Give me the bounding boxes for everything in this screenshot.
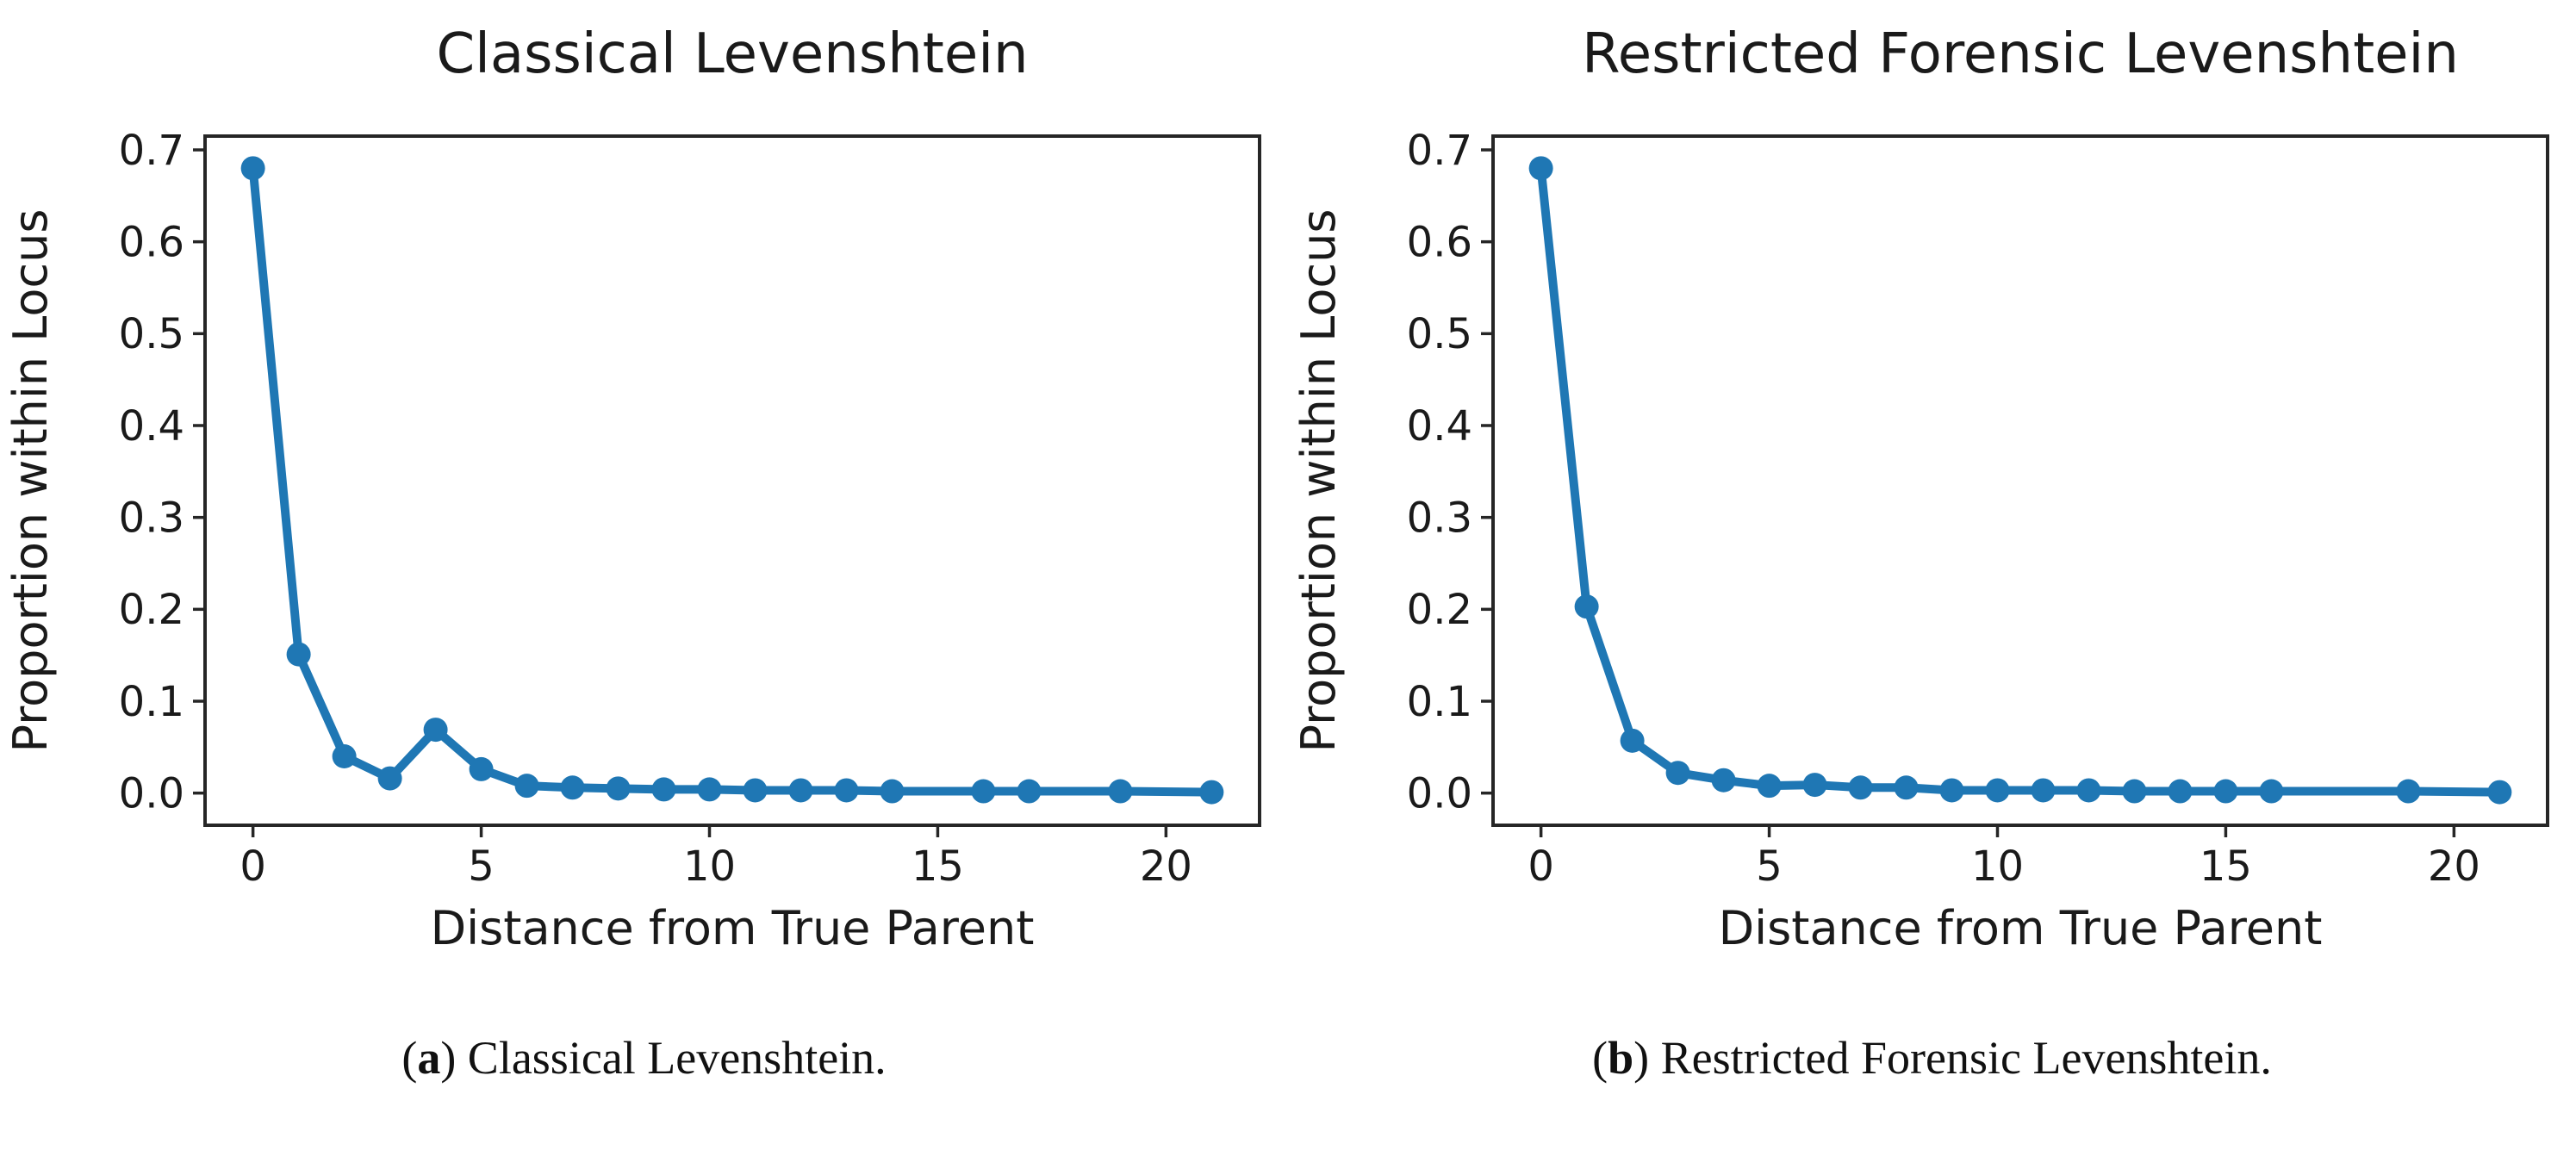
caption-a-text: Classical Levenshtein.: [467, 1032, 887, 1084]
chart-restricted-plot: Restricted Forensic Levenshtein 0.0 0.1 0.2…: [1291, 22, 2549, 955]
restricted-forensic-levenshtein-title: Restricted Forensic Levenshtein: [1582, 22, 2459, 86]
restricted-forensic-levenshtein-ytick-label: 0.2: [1407, 586, 1472, 634]
restricted-forensic-levenshtein-marker: [1985, 778, 2010, 803]
restricted-forensic-levenshtein-marker: [1528, 156, 1553, 181]
classical-levenshtein-xtick-label: 10: [683, 842, 736, 891]
caption-b-text: Restricted Forensic Levenshtein.: [1660, 1032, 2272, 1084]
classical-levenshtein-marker: [651, 777, 676, 802]
restricted-forensic-levenshtein-marker: [2122, 779, 2147, 804]
restricted-forensic-levenshtein-ytick-label: 0.5: [1407, 310, 1472, 358]
restricted-forensic-levenshtein-xtick-label: 0: [1528, 842, 1554, 891]
restricted-forensic-levenshtein-marker: [1665, 761, 1690, 786]
restricted-forensic-levenshtein-marker: [2396, 779, 2421, 804]
chart-classical-levenshtein: Classical Levenshtein 0.0 0.1 0.2 0.3 0.4 0.5 0…: [3, 22, 1261, 955]
caption-b-close: ): [1633, 1032, 1661, 1084]
restricted-forensic-levenshtein-marker: [2213, 779, 2238, 804]
caption-a-open: (: [401, 1032, 418, 1084]
classical-levenshtein-ytick-label: 0.4: [119, 402, 184, 451]
chart-restricted-forensic-levenshtein: Restricted Forensic Levenshtein 0.0 0.1 0.2…: [1291, 22, 2549, 955]
restricted-forensic-levenshtein-ytick-label: 0.3: [1407, 494, 1472, 542]
classical-levenshtein-ytick-label: 0.1: [119, 678, 184, 726]
restricted-forensic-levenshtein-marker: [1848, 775, 1873, 800]
classical-levenshtein-marker: [606, 776, 631, 801]
panel-classical: Classical Levenshtein 0.0 0.1 0.2 0.3 0.4 0.5 0…: [3, 22, 1261, 1084]
classical-levenshtein-ytick-label: 0.3: [119, 494, 184, 542]
restricted-forensic-levenshtein-marker: [1757, 774, 1782, 799]
classical-levenshtein-ytick-label: 0.6: [119, 218, 184, 266]
restricted-forensic-levenshtein-ytick-label: 0.6: [1407, 218, 1472, 266]
classical-levenshtein-marker: [880, 779, 905, 804]
classical-levenshtein-marker: [423, 718, 448, 743]
restricted-forensic-levenshtein-xtick-label: 20: [2428, 842, 2480, 891]
restricted-forensic-levenshtein-marker: [2031, 778, 2056, 803]
classical-levenshtein-spines: [203, 134, 1261, 827]
caption-b-open: (: [1592, 1032, 1608, 1084]
restricted-forensic-levenshtein-marker: [1894, 775, 1919, 800]
restricted-forensic-levenshtein-marker: [2259, 779, 2284, 804]
classical-levenshtein-marker: [286, 642, 311, 667]
restricted-forensic-levenshtein-spines: [1491, 134, 2549, 827]
classical-levenshtein-marker: [697, 777, 722, 802]
restricted-forensic-levenshtein-ylabel: Proportion within Locus: [1291, 209, 1346, 753]
classical-levenshtein-xtick-label: 15: [912, 842, 964, 891]
classical-levenshtein-ylabel: Proportion within Locus: [3, 209, 58, 753]
classical-levenshtein-marker: [1199, 780, 1224, 805]
classical-levenshtein-marker: [514, 774, 539, 799]
classical-levenshtein-marker: [469, 756, 494, 781]
classical-levenshtein-ytick-label: 0.0: [119, 769, 184, 817]
classical-levenshtein-marker: [377, 766, 402, 791]
classical-levenshtein-marker: [1108, 779, 1133, 804]
classical-levenshtein-xtick-label: 5: [468, 842, 495, 891]
caption-b: (b) Restricted Forensic Levenshtein.: [1592, 1032, 2272, 1084]
chart-classical-plot: Classical Levenshtein 0.0 0.1 0.2 0.3 0.4 0.5 0…: [3, 22, 1261, 955]
restricted-forensic-levenshtein-marker: [1620, 728, 1645, 753]
classical-levenshtein-title: Classical Levenshtein: [436, 22, 1028, 86]
classical-levenshtein-line: [248, 164, 1216, 797]
classical-levenshtein-marker: [971, 779, 996, 804]
panel-restricted: Restricted Forensic Levenshtein 0.0 0.1 0.2…: [1288, 0, 2576, 1150]
classical-levenshtein-xlabel: Distance from True Parent: [431, 901, 1035, 955]
restricted-forensic-levenshtein-marker: [2487, 780, 2512, 805]
restricted-forensic-levenshtein-line: [1536, 164, 2504, 797]
restricted-forensic-levenshtein-xtick-label: 15: [2200, 842, 2252, 891]
caption-a-close: ): [440, 1032, 468, 1084]
restricted-forensic-levenshtein-marker: [1939, 778, 1964, 803]
restricted-forensic-levenshtein-xtick-label: 5: [1756, 842, 1783, 891]
restricted-forensic-levenshtein-marker: [1802, 773, 1827, 798]
restricted-forensic-levenshtein-marker: [1574, 594, 1599, 619]
classical-levenshtein-marker: [1017, 779, 1042, 804]
classical-levenshtein-ytick-label: 0.5: [119, 310, 184, 358]
classical-levenshtein-ytick-label: 0.2: [119, 586, 184, 634]
classical-levenshtein-marker: [240, 156, 265, 181]
caption-a-letter: a: [417, 1032, 441, 1084]
classical-levenshtein-marker: [743, 778, 768, 803]
restricted-forensic-levenshtein-marker: [2168, 779, 2193, 804]
caption-a: (a) Classical Levenshtein.: [401, 1032, 886, 1084]
restricted-forensic-levenshtein-ytick-label: 0.1: [1407, 678, 1472, 726]
restricted-forensic-levenshtein-marker: [2076, 778, 2101, 803]
classical-levenshtein-marker: [834, 778, 859, 803]
restricted-forensic-levenshtein-ytick-label: 0.0: [1407, 769, 1472, 817]
restricted-forensic-levenshtein-ytick-label: 0.7: [1407, 127, 1472, 175]
restricted-forensic-levenshtein-xlabel: Distance from True Parent: [1719, 901, 2323, 955]
classical-levenshtein-xtick-label: 20: [1140, 842, 1192, 891]
classical-levenshtein-ytick-label: 0.7: [119, 127, 184, 175]
classical-levenshtein-marker: [788, 778, 813, 803]
restricted-forensic-levenshtein-ytick-label: 0.4: [1407, 402, 1472, 451]
restricted-forensic-levenshtein-marker: [1711, 768, 1736, 793]
caption-b-letter: b: [1608, 1032, 1634, 1084]
classical-levenshtein-marker: [560, 775, 585, 800]
classical-levenshtein-xtick-label: 0: [240, 842, 266, 891]
classical-levenshtein-marker: [332, 744, 357, 768]
restricted-forensic-levenshtein-xtick-label: 10: [1971, 842, 2024, 891]
